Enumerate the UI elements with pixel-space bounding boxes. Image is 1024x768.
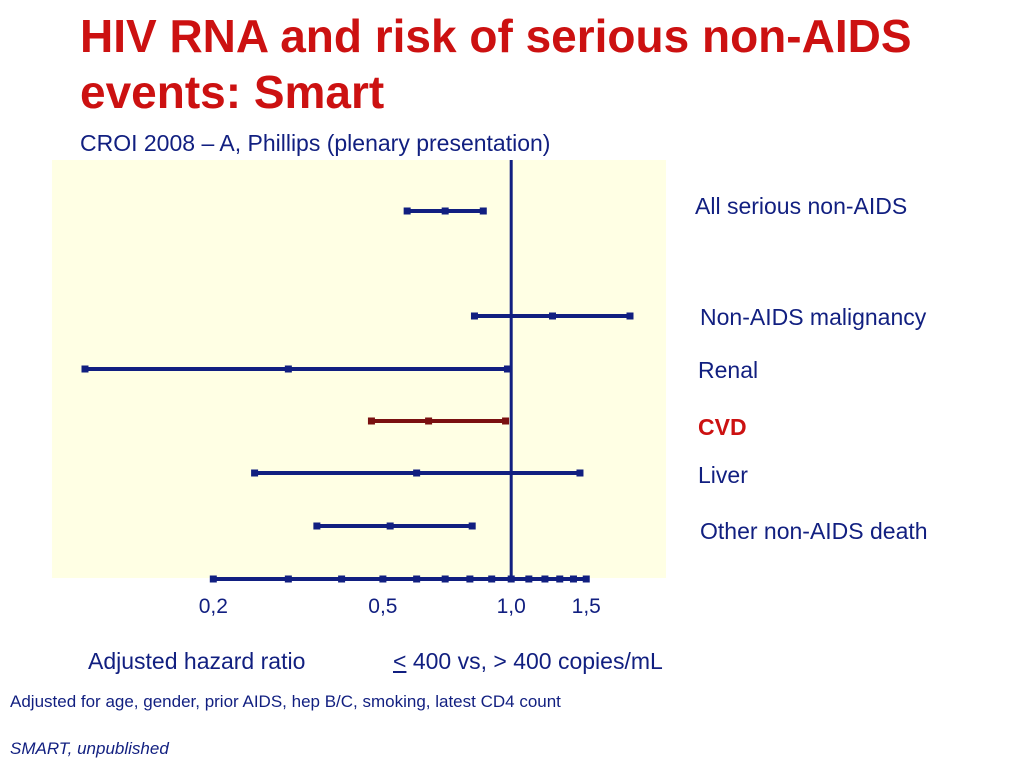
ci-upper-marker — [502, 417, 510, 425]
x-tick-mark — [413, 575, 421, 583]
row-label: Liver — [698, 462, 748, 488]
ci-lower-marker — [470, 312, 478, 320]
ci-lower-marker — [403, 207, 411, 215]
source-citation: SMART, unpublished — [10, 739, 169, 758]
ci-lower-marker — [81, 365, 89, 373]
x-tick-mark — [209, 575, 217, 583]
ci-lower-marker — [313, 522, 321, 530]
hazard-ratio-point — [548, 312, 556, 320]
ci-lower-marker — [367, 417, 375, 425]
x-tick-mark — [441, 575, 449, 583]
row-label: CVD — [698, 414, 747, 440]
hazard-ratio-point — [425, 417, 433, 425]
ci-lower-marker — [251, 469, 259, 477]
x-axis-label: Adjusted hazard ratio — [88, 648, 306, 674]
ci-upper-marker — [626, 312, 634, 320]
x-tick-label: 1,5 — [572, 595, 601, 618]
x-tick-mark — [556, 575, 564, 583]
x-tick-label: 0,2 — [199, 595, 228, 618]
comparison-text: 400 vs, > 400 copies/mL — [406, 648, 663, 674]
x-tick-mark — [525, 575, 533, 583]
x-tick-mark — [379, 575, 387, 583]
hazard-ratio-point — [441, 207, 449, 215]
hazard-ratio-point — [284, 365, 292, 373]
slide-title: HIV RNA and risk of serious non-AIDS eve… — [80, 10, 912, 118]
ci-upper-marker — [479, 207, 487, 215]
x-tick-mark — [338, 575, 346, 583]
x-tick-mark — [507, 575, 515, 583]
adjustment-footnote: Adjusted for age, gender, prior AIDS, he… — [10, 692, 561, 711]
row-label: Renal — [698, 357, 759, 383]
x-tick-mark — [284, 575, 292, 583]
x-tick-mark — [488, 575, 496, 583]
row-label: All serious non-AIDS — [695, 193, 908, 219]
row-label: Other non-AIDS death — [700, 518, 928, 544]
x-tick-mark — [466, 575, 474, 583]
x-tick-mark — [541, 575, 549, 583]
row-label: Non-AIDS malignancy — [700, 304, 927, 330]
ci-upper-marker — [468, 522, 476, 530]
ci-upper-marker — [576, 469, 584, 477]
ci-upper-marker — [503, 365, 511, 373]
hazard-ratio-point — [413, 469, 421, 477]
x-axis-comparison: < 400 vs, > 400 copies/mL — [393, 648, 663, 675]
x-tick-label: 0,5 — [368, 595, 397, 618]
slide-subtitle: CROI 2008 – A, Phillips (plenary present… — [80, 130, 551, 156]
x-tick-mark — [569, 575, 577, 583]
x-tick-mark — [582, 575, 590, 583]
x-tick-label: 1,0 — [497, 595, 526, 618]
hazard-ratio-point — [386, 522, 394, 530]
less-than-symbol: < — [393, 648, 407, 674]
